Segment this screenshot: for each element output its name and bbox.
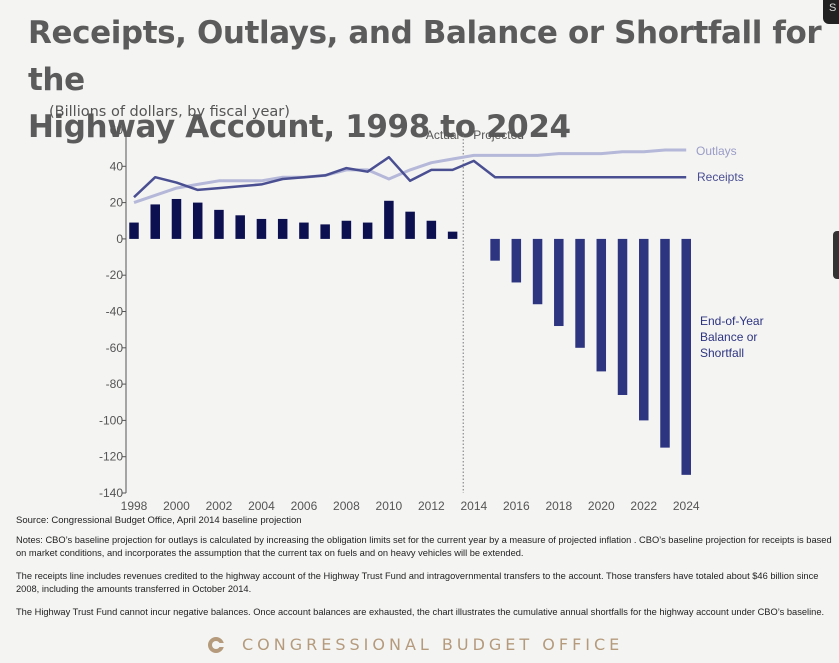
balance-series-label: Balance or (700, 330, 757, 344)
receipts-line (133, 155, 687, 199)
x-tick-label: 2016 (503, 499, 530, 513)
x-tick-label: 2006 (291, 499, 318, 513)
balance-bar (214, 209, 224, 239)
y-tick-label: 20 (110, 196, 124, 210)
x-tick-label: 2020 (588, 499, 615, 513)
footer: CONGRESSIONAL BUDGET OFFICE (0, 627, 839, 663)
projected-label: Projected (473, 128, 524, 142)
notes-paragraph-3: The Highway Trust Fund cannot incur nega… (16, 607, 825, 617)
x-tick-label: 2018 (545, 499, 572, 513)
balance-bar (341, 220, 352, 239)
balance-bar (617, 238, 628, 395)
title-line-2: Highway Account, 1998 to 2024 (28, 109, 571, 145)
outlays-series-label: Outlays (696, 144, 737, 158)
y-tick-label: -60 (106, 341, 124, 355)
footer-text: CONGRESSIONAL BUDGET OFFICE (242, 635, 624, 654)
balance-bar (299, 222, 309, 239)
balance-bar (490, 238, 500, 261)
x-tick-label: 2022 (630, 499, 657, 513)
x-tick-label: 2024 (673, 499, 700, 513)
notes-paragraph-2: The receipts line includes revenues cred… (16, 571, 819, 594)
balance-bar (320, 224, 330, 239)
chart-subtitle: (Billions of dollars, by fiscal year) (49, 104, 290, 120)
balance-bar (511, 238, 522, 283)
balance-bar (532, 238, 543, 305)
balance-bar (192, 202, 203, 239)
x-tick-label: 2010 (376, 499, 403, 513)
balance-bar (171, 198, 182, 239)
balance-bar (681, 238, 691, 475)
balance-series-label: Shortfall (700, 346, 744, 360)
balance-bar (256, 218, 267, 239)
y-tick-label: -140 (99, 486, 123, 500)
balance-bar (277, 218, 288, 239)
y-tick-label: 0 (116, 232, 123, 246)
balance-bar (150, 204, 160, 239)
y-tick-label: 40 (110, 159, 124, 173)
y-tick-label: -20 (106, 268, 124, 282)
y-tick-label: -40 (106, 305, 124, 319)
side-handle[interactable] (833, 231, 839, 279)
x-tick-label: 1998 (121, 499, 148, 513)
x-tick-label: 2012 (418, 499, 445, 513)
x-tick-label: 2000 (163, 499, 190, 513)
balance-bar (235, 215, 245, 239)
balance-bar (447, 231, 458, 239)
balance-bar (596, 238, 607, 372)
outlays-line (133, 148, 687, 205)
corner-tab[interactable]: S (823, 0, 839, 24)
y-tick-label: 60 (110, 123, 124, 137)
balance-bar (384, 200, 394, 239)
y-tick-label: -100 (99, 413, 123, 427)
balance-bar (575, 238, 585, 348)
title-line-1: Receipts, Outlays, and Balance or Shortf… (28, 15, 822, 98)
balance-bar (639, 238, 649, 421)
balance-bar (554, 238, 564, 327)
y-tick-label: -120 (99, 450, 123, 464)
x-tick-label: 2014 (460, 499, 487, 513)
balance-series-label: End-of-Year (700, 314, 764, 328)
cbo-logo-icon (208, 637, 224, 653)
corner-tab-label: S (829, 2, 837, 14)
actual-label: Actual (426, 128, 459, 142)
y-tick-label: -80 (106, 377, 124, 391)
x-tick-label: 2004 (248, 499, 275, 513)
balance-bar (362, 222, 373, 239)
balance-bar (426, 220, 437, 239)
balance-bar (129, 222, 139, 239)
x-tick-label: 2008 (333, 499, 360, 513)
balance-bar (660, 238, 670, 448)
notes-paragraph-1: Notes: CBO’s baseline projection for out… (16, 535, 832, 558)
receipts-series-label: Receipts (697, 170, 744, 184)
balance-bar (405, 211, 415, 239)
source-note: Source: Congressional Budget Office, Apr… (16, 515, 302, 526)
slide-title: Receipts, Outlays, and Balance or Shortf… (28, 10, 839, 151)
x-tick-label: 2002 (206, 499, 233, 513)
